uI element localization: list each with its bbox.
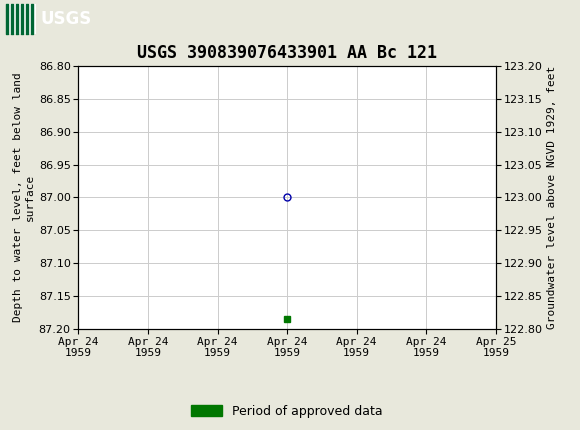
Legend: Period of approved data: Period of approved data [186,399,388,423]
Bar [6,4,36,34]
Title: USGS 390839076433901 AA Bc 121: USGS 390839076433901 AA Bc 121 [137,43,437,61]
Y-axis label: Groundwater level above NGVD 1929, feet: Groundwater level above NGVD 1929, feet [547,66,557,329]
Text: USGS: USGS [41,10,92,28]
Y-axis label: Depth to water level, feet below land
surface: Depth to water level, feet below land su… [13,73,34,322]
